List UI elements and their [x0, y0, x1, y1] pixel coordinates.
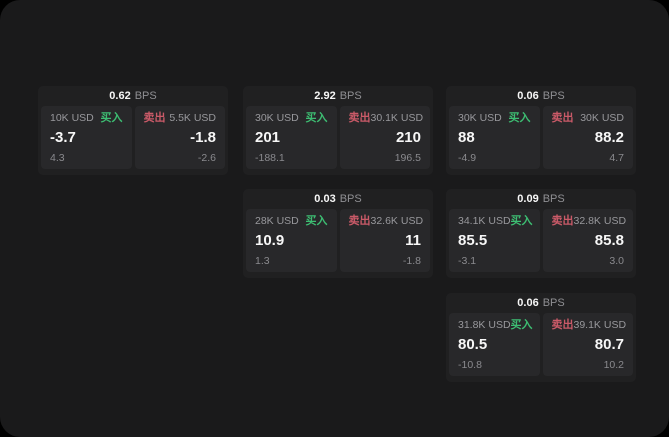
- quote-card-2: 2.92 BPS 30K USD 买入 201 -188.1 卖出 30.1K …: [243, 86, 433, 175]
- bps-unit-label: BPS: [542, 193, 565, 205]
- sell-delta: 4.7: [609, 152, 624, 164]
- card-header: 0.09 BPS: [446, 189, 636, 209]
- quote-card-5: 0.09 BPS 34.1K USD 买入 85.5 -3.1 卖出 32.8K…: [446, 189, 636, 278]
- buy-delta: 4.3: [50, 152, 65, 164]
- sell-side-label: 卖出: [551, 319, 574, 331]
- buy-price: 88: [458, 129, 475, 146]
- buy-amount: 10K USD: [50, 112, 94, 124]
- sell-price: 210: [395, 129, 421, 146]
- card-header: 0.06 BPS: [446, 86, 636, 106]
- quote-card-4: 0.03 BPS 28K USD 买入 10.9 1.3 卖出 32.6K US…: [243, 189, 433, 278]
- quote-panels: 30K USD 买入 201 -188.1 卖出 30.1K USD 210 1…: [243, 106, 433, 172]
- sell-amount: 39.1K USD: [573, 319, 627, 331]
- bps-value: 2.92: [314, 90, 336, 102]
- sell-side-label: 卖出: [551, 112, 574, 124]
- buy-panel[interactable]: 28K USD 买入 10.9 1.3: [246, 209, 337, 272]
- sell-amount: 30K USD: [580, 112, 624, 124]
- quote-card-6: 0.06 BPS 31.8K USD 买入 80.5 -10.8 卖出 39.1…: [446, 293, 636, 382]
- sell-side-label: 卖出: [551, 215, 574, 227]
- bps-unit-label: BPS: [542, 90, 565, 102]
- sell-delta: 10.2: [603, 359, 624, 371]
- quote-panels: 28K USD 买入 10.9 1.3 卖出 32.6K USD 11 -1.8: [243, 209, 433, 275]
- buy-price: 201: [255, 129, 281, 146]
- bps-unit-label: BPS: [339, 193, 362, 205]
- sell-price: 80.7: [594, 336, 624, 353]
- buy-side-label: 买入: [100, 112, 123, 124]
- buy-amount: 30K USD: [255, 112, 299, 124]
- buy-amount: 30K USD: [458, 112, 502, 124]
- buy-amount: 31.8K USD: [458, 319, 511, 331]
- quote-panels: 10K USD 买入 -3.7 4.3 卖出 5.5K USD -1.8 -2.…: [38, 106, 228, 172]
- sell-panel[interactable]: 卖出 32.6K USD 11 -1.8: [339, 209, 430, 272]
- buy-delta: -4.9: [458, 152, 477, 164]
- buy-price: 85.5: [458, 232, 488, 249]
- sell-price: 85.8: [594, 232, 624, 249]
- buy-panel[interactable]: 34.1K USD 买入 85.5 -3.1: [449, 209, 540, 272]
- quote-card-1: 0.62 BPS 10K USD 买入 -3.7 4.3 卖出 5.5K USD…: [38, 86, 228, 175]
- sell-price: 11: [405, 232, 421, 249]
- quote-panels: 30K USD 买入 88 -4.9 卖出 30K USD 88.2 4.7: [446, 106, 636, 172]
- sell-panel[interactable]: 卖出 30K USD 88.2 4.7: [542, 106, 633, 169]
- bps-value: 0.62: [109, 90, 131, 102]
- buy-delta: -10.8: [458, 359, 482, 371]
- bps-unit-label: BPS: [339, 90, 362, 102]
- sell-panel[interactable]: 卖出 30.1K USD 210 196.5: [339, 106, 430, 169]
- buy-side-label: 买入: [305, 112, 328, 124]
- buy-price: -3.7: [50, 129, 76, 146]
- sell-price: 88.2: [594, 129, 624, 146]
- sell-amount: 32.6K USD: [370, 215, 424, 227]
- quote-card-3: 0.06 BPS 30K USD 买入 88 -4.9 卖出 30K USD 8…: [446, 86, 636, 175]
- sell-amount: 32.8K USD: [573, 215, 627, 227]
- quote-panels: 31.8K USD 买入 80.5 -10.8 卖出 39.1K USD 80.…: [446, 313, 636, 379]
- quote-panels: 34.1K USD 买入 85.5 -3.1 卖出 32.8K USD 85.8…: [446, 209, 636, 275]
- buy-delta: 1.3: [255, 255, 270, 267]
- bps-unit-label: BPS: [542, 297, 565, 309]
- sell-side-label: 卖出: [348, 112, 371, 124]
- buy-amount: 28K USD: [255, 215, 299, 227]
- sell-side-label: 卖出: [143, 112, 166, 124]
- buy-side-label: 买入: [305, 215, 328, 227]
- bps-value: 0.03: [314, 193, 336, 205]
- sell-side-label: 卖出: [348, 215, 371, 227]
- sell-delta: 196.5: [394, 152, 421, 164]
- card-header: 0.03 BPS: [243, 189, 433, 209]
- sell-delta: -2.6: [197, 152, 216, 164]
- buy-delta: -188.1: [255, 152, 285, 164]
- sell-panel[interactable]: 卖出 39.1K USD 80.7 10.2: [542, 313, 633, 376]
- bps-unit-label: BPS: [134, 90, 157, 102]
- card-header: 2.92 BPS: [243, 86, 433, 106]
- card-header: 0.06 BPS: [446, 293, 636, 313]
- buy-side-label: 买入: [510, 215, 533, 227]
- sell-amount: 30.1K USD: [370, 112, 424, 124]
- bps-value: 0.06: [517, 90, 539, 102]
- buy-panel[interactable]: 30K USD 买入 88 -4.9: [449, 106, 540, 169]
- buy-panel[interactable]: 31.8K USD 买入 80.5 -10.8: [449, 313, 540, 376]
- buy-price: 80.5: [458, 336, 488, 353]
- sell-price: -1.8: [190, 129, 216, 146]
- sell-amount: 5.5K USD: [169, 112, 216, 124]
- sell-panel[interactable]: 卖出 32.8K USD 85.8 3.0: [542, 209, 633, 272]
- buy-panel[interactable]: 10K USD 买入 -3.7 4.3: [41, 106, 132, 169]
- buy-delta: -3.1: [458, 255, 477, 267]
- buy-panel[interactable]: 30K USD 买入 201 -188.1: [246, 106, 337, 169]
- buy-side-label: 买入: [510, 319, 533, 331]
- bps-value: 0.06: [517, 297, 539, 309]
- buy-price: 10.9: [255, 232, 285, 249]
- buy-side-label: 买入: [508, 112, 531, 124]
- card-header: 0.62 BPS: [38, 86, 228, 106]
- sell-panel[interactable]: 卖出 5.5K USD -1.8 -2.6: [134, 106, 225, 169]
- sell-delta: 3.0: [609, 255, 624, 267]
- bps-value: 0.09: [517, 193, 539, 205]
- buy-amount: 34.1K USD: [458, 215, 511, 227]
- sell-delta: -1.8: [402, 255, 421, 267]
